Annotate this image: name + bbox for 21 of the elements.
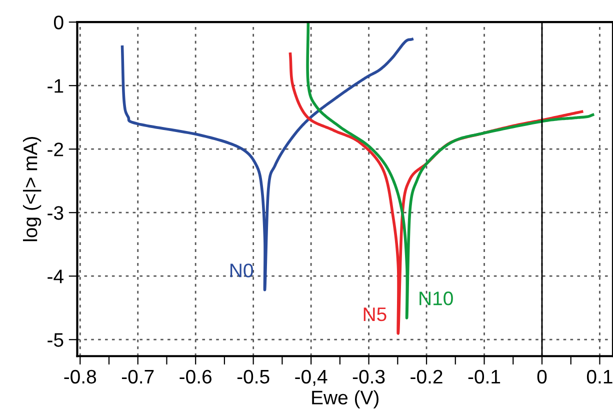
x-tick-label: -0,4 [295, 370, 328, 386]
series-label: N10 [420, 292, 453, 306]
x-tick-label: -0.3 [352, 370, 385, 384]
x-tick-label: 0 [537, 370, 547, 384]
y-tick-label: -5 [48, 333, 64, 347]
y-tick-label: -3 [48, 206, 64, 220]
y-tick-label: -2 [48, 142, 64, 156]
x-tick-label: -0.6 [180, 370, 212, 384]
y-tick-label: -4 [48, 270, 64, 284]
x-axis-title: Ewe (V) [312, 390, 378, 408]
y-tick-label: 0 [54, 16, 64, 30]
y-axis-title: log (<|> mA) [22, 137, 42, 242]
y-tick-label: -1 [48, 79, 64, 93]
series-label: N5 [364, 308, 386, 322]
x-tick-label: -0.8 [64, 370, 96, 384]
series-label: N0 [230, 264, 253, 278]
x-tick-label: -0.7 [122, 370, 154, 384]
x-tick-label: 0.1 [586, 370, 612, 384]
x-tick-label: -0.2 [410, 370, 442, 384]
x-tick-label: -0.1 [468, 370, 500, 384]
x-tick-label: -0.5 [237, 370, 270, 384]
